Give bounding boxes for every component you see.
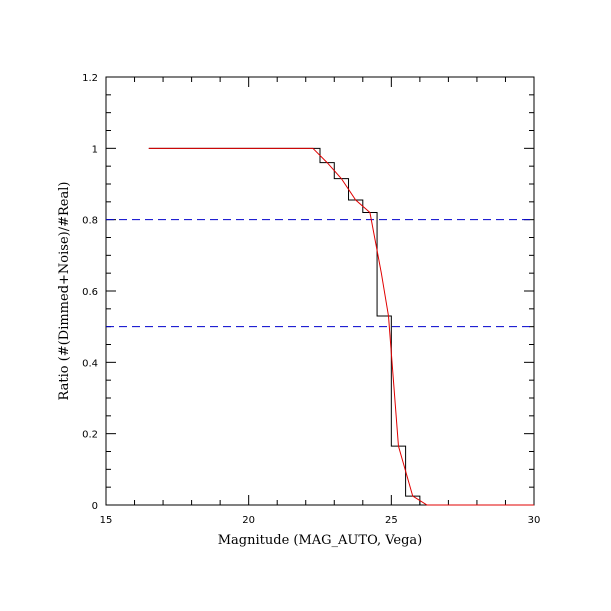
x-tick-label: 20 [242,515,255,526]
plot-frame [105,76,535,506]
x-axis-label: Magnitude (MAG_AUTO, Vega) [218,533,423,548]
x-tick-label: 30 [528,515,541,526]
histogram-series [148,147,534,506]
y-tick-label: 1 [92,144,98,155]
y-tick-label: 0.4 [82,358,98,369]
y-tick-label: 1.2 [82,73,98,84]
y-tick-label: 0 [92,501,98,512]
y-tick-label: 0.8 [82,216,98,227]
x-tick-label: 15 [100,515,113,526]
axis-tick-labels: 15 20 25 30 0 0.2 0.4 0.6 0.8 1 1.2 [82,73,540,526]
y-tick-label: 0.2 [82,430,98,441]
fit-series [148,147,534,506]
axis-ticks [105,76,535,506]
y-tick-label: 0.6 [82,287,98,298]
x-tick-label: 25 [385,515,398,526]
data-series [148,147,534,506]
reference-lines [106,219,534,328]
y-axis-label: Ratio (#(Dimmed+Noise)/#Real) [57,182,72,401]
